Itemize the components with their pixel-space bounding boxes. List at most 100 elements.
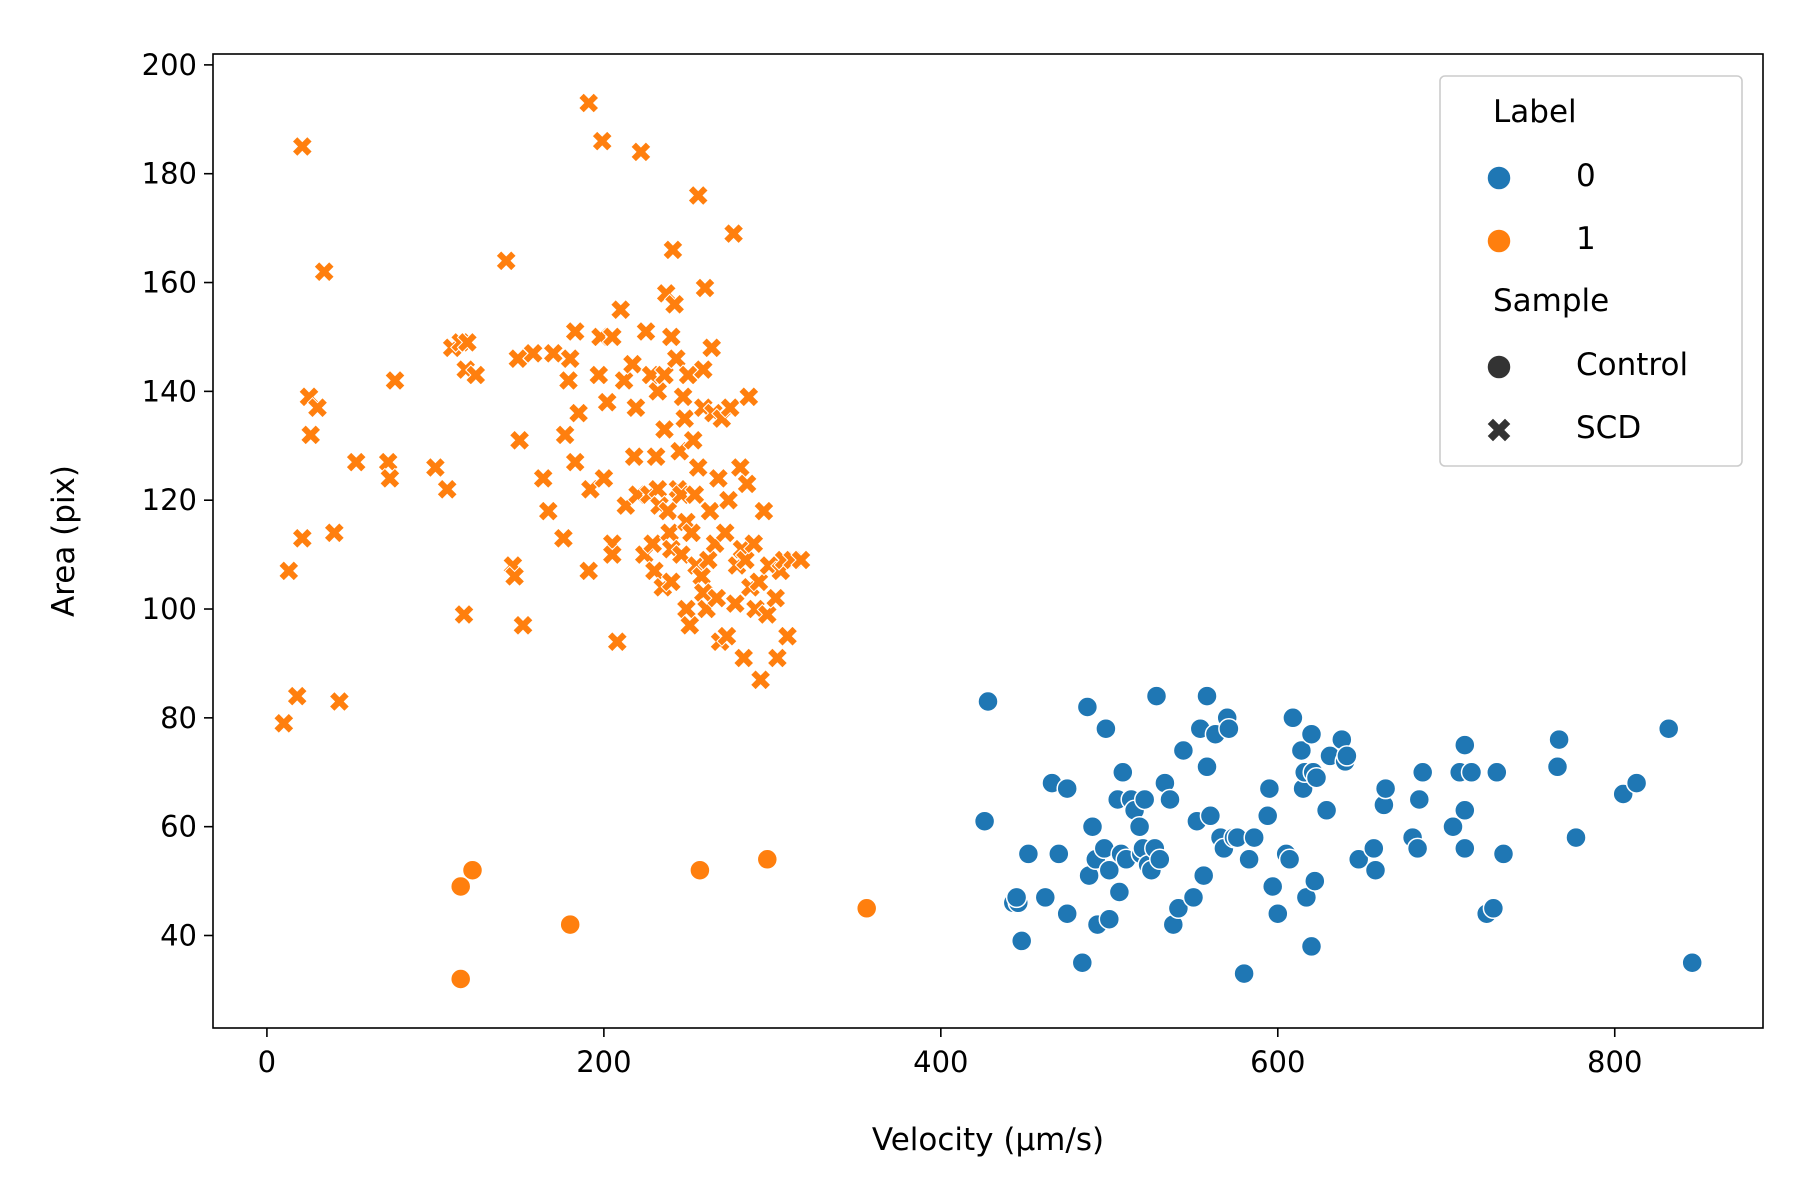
data-point-scd <box>660 326 683 348</box>
data-point-scd <box>665 347 688 370</box>
data-point-control-label-0 <box>1034 886 1057 909</box>
data-point-scd <box>743 532 765 555</box>
data-point-control-label-0 <box>1098 908 1121 930</box>
data-point-scd <box>692 358 715 381</box>
legend-marker-label-0 <box>1486 165 1512 191</box>
data-point-control-label-0 <box>1017 843 1040 865</box>
y-tick-label: 140 <box>142 374 197 408</box>
data-point-scd <box>613 369 635 392</box>
data-point-scd <box>679 614 701 637</box>
data-point-scd <box>278 560 300 582</box>
legend-entry-scd: SCD <box>1576 410 1641 446</box>
data-point-scd <box>559 347 581 370</box>
data-point-scd <box>736 473 758 495</box>
data-point-control-label-0 <box>1278 848 1301 871</box>
data-point-scd <box>453 603 475 626</box>
data-point-scd <box>729 456 752 479</box>
x-tick-label: 200 <box>576 1045 631 1079</box>
data-point-control-label-0 <box>1010 930 1033 952</box>
data-point-scd <box>700 337 723 359</box>
data-point-scd <box>456 331 479 354</box>
data-point-scd <box>286 685 308 707</box>
data-point-scd <box>653 364 676 386</box>
data-point-control-label-0 <box>1081 815 1104 838</box>
data-point-scd <box>313 260 335 283</box>
data-point-scd <box>601 326 624 348</box>
data-point-control-label-0 <box>1442 815 1464 838</box>
data-point-scd <box>776 625 799 647</box>
data-point-control-label-0 <box>1304 870 1326 892</box>
data-point-control-label-0 <box>1364 859 1387 881</box>
data-point-control-label-0 <box>1048 843 1070 865</box>
data-point-control-label-0 <box>1196 756 1218 778</box>
data-point-scd <box>306 396 329 419</box>
data-point-control-label-1 <box>756 848 779 871</box>
data-point-control-label-1 <box>449 875 472 898</box>
data-point-scd <box>577 92 600 114</box>
data-point-scd <box>630 141 652 163</box>
data-point-scd <box>641 532 664 555</box>
data-point-control-label-0 <box>973 810 996 832</box>
data-point-control-label-0 <box>1363 837 1385 860</box>
y-tick-label: 160 <box>142 266 197 300</box>
data-point-scd <box>273 712 295 735</box>
data-point-scd <box>552 527 575 550</box>
data-point-control-label-0 <box>1098 859 1121 881</box>
legend-box <box>1439 75 1743 467</box>
data-point-scd <box>716 625 738 647</box>
data-point-scd <box>564 320 586 343</box>
data-point-control-label-0 <box>1128 815 1151 838</box>
data-point-control-label-0 <box>1076 696 1099 718</box>
data-point-control-label-0 <box>1460 761 1483 784</box>
data-point-control-label-0 <box>1108 881 1131 903</box>
data-point-control-label-1 <box>559 913 581 936</box>
data-point-scd <box>542 342 565 365</box>
data-point-scd <box>564 451 586 473</box>
data-point-scd <box>766 647 789 669</box>
data-point-control-label-0 <box>1261 875 1284 898</box>
data-point-control-label-0 <box>1005 886 1028 909</box>
data-point-control-label-0 <box>1056 902 1078 925</box>
data-point-scd <box>738 386 760 408</box>
data-point-control-label-0 <box>1172 739 1195 762</box>
data-point-scd <box>687 456 709 479</box>
data-point-control-label-0 <box>1218 717 1240 740</box>
data-point-control-label-0 <box>1305 766 1328 789</box>
data-point-control-label-0 <box>1315 799 1338 822</box>
data-point-scd <box>625 396 647 419</box>
data-point-scd <box>764 587 787 609</box>
data-point-scd <box>672 386 694 408</box>
data-point-control-label-0 <box>1233 962 1255 985</box>
data-point-scd <box>687 184 709 207</box>
data-point-scd <box>512 614 534 637</box>
x-axis-label: Velocity (µm/s) <box>872 1122 1104 1158</box>
data-point-scd <box>684 483 706 506</box>
x-tick-label: 400 <box>913 1045 968 1079</box>
data-point-scd <box>732 647 755 669</box>
data-point-scd <box>596 391 618 413</box>
data-point-scd <box>748 571 770 593</box>
data-point-control-label-0 <box>1482 897 1505 920</box>
legend-entry-label-0: 0 <box>1576 158 1596 194</box>
data-point-control-label-0 <box>1406 837 1429 860</box>
data-point-scd <box>673 407 696 430</box>
legend-entry-control: Control <box>1576 347 1688 383</box>
y-tick-label: 40 <box>160 918 197 952</box>
data-point-scd <box>707 467 730 490</box>
data-point-control-label-0 <box>1625 772 1648 794</box>
data-point-scd <box>537 500 560 522</box>
data-point-scd <box>753 500 775 522</box>
data-point-scd <box>465 364 487 386</box>
legend-marker-label-1 <box>1486 228 1512 254</box>
data-point-control-label-0 <box>1243 826 1265 849</box>
data-point-control-label-0 <box>1282 707 1304 729</box>
data-point-control-label-0 <box>1546 756 1569 778</box>
data-point-scd <box>722 222 745 245</box>
y-tick-label: 180 <box>142 157 197 191</box>
y-tick-label: 120 <box>142 483 197 517</box>
x-tick-label: 600 <box>1250 1045 1305 1079</box>
data-point-control-label-0 <box>1238 848 1260 871</box>
data-point-scd <box>623 445 645 468</box>
data-point-scd <box>328 690 351 713</box>
